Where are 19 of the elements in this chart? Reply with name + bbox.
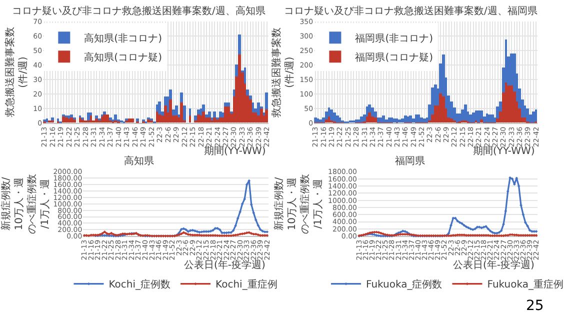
- x-axis-title: 公表日(年-疫学週): [453, 259, 535, 271]
- y-axis-title: 新規症例数/10万人・週のべ重症例数/1万人・週: [273, 174, 324, 234]
- legend-label: 高知県(非コロナ): [84, 32, 162, 45]
- chart-title: コロナ疑い及び非コロナ救急搬送困難事案数/週、福岡県: [284, 5, 538, 17]
- legend-label: 高知県(コロナ疑): [84, 52, 162, 64]
- legend-label: 福岡県(非コロナ): [355, 32, 434, 45]
- y-axis-title: 新規症例数/10万人・週のべ重症例数/1万人・週: [0, 174, 51, 234]
- y-axis-title: 救急搬送困難事案数(件/週): [4, 27, 30, 118]
- legend-label: Fukuoka_重症例: [487, 278, 564, 291]
- text: 25: [526, 298, 544, 314]
- chart-title: 福岡県: [395, 155, 425, 167]
- legend-label: 福岡県(コロナ疑): [355, 52, 434, 64]
- legend-label: Kochi_重症例: [216, 278, 278, 291]
- y-axis-title: 救急搬送困難事案数(件/週): [270, 27, 296, 118]
- legend-label: Fukuoka_症例数: [366, 278, 442, 291]
- chart-title: コロナ疑い及び非コロナ救急搬送困難事案数/週、高知県: [12, 5, 266, 17]
- x-axis-title: 公表日(年-疫学週): [184, 259, 266, 271]
- chart-title: 高知県: [124, 155, 154, 167]
- legend-label: Kochi_症例数: [108, 278, 171, 291]
